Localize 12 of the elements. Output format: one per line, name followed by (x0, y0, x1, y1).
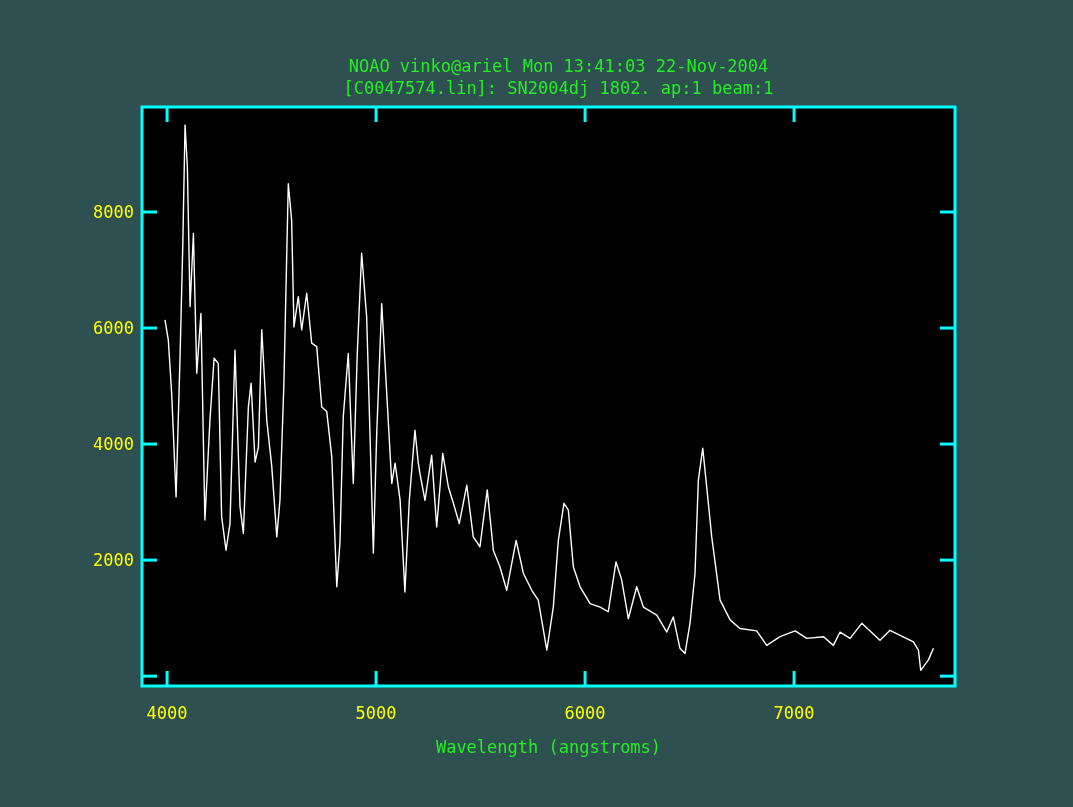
y-tick-label: 4000 (93, 434, 134, 455)
x-tick-label: 5000 (355, 703, 397, 723)
x-axis-title: Wavelength (angstroms) (435, 737, 662, 757)
x-tick-label: 6000 (564, 703, 606, 723)
chart-subtitle: [C0047574.lin]: SN2004dj 1802. ap:1 beam:1 (343, 78, 774, 98)
y-tick-label: 8000 (93, 201, 134, 222)
x-tick-label: 7000 (773, 703, 815, 723)
y-tick-label: 2000 (93, 550, 134, 571)
y-tick-label: 6000 (93, 317, 134, 338)
x-tick-label: 4000 (146, 703, 188, 723)
line-series (164, 124, 935, 672)
chart-title: NOAO vinko@ariel Mon 13:41:03 22-Nov-2004 (348, 56, 769, 76)
